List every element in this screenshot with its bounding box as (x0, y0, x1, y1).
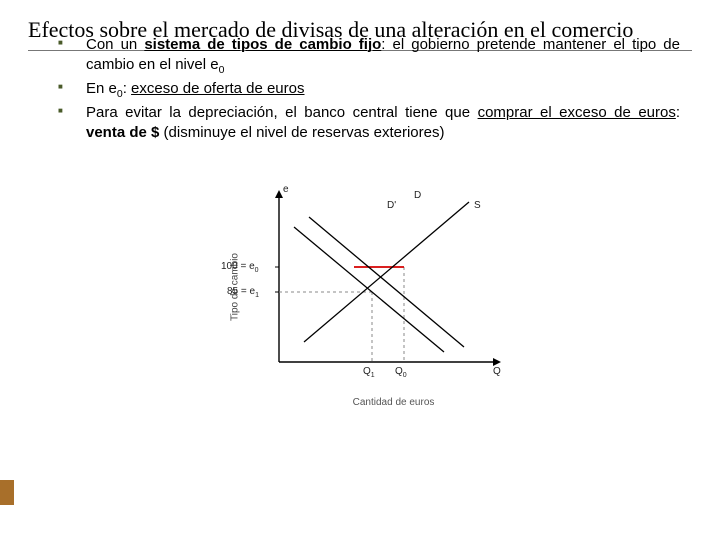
x-tick-label: Q1 (363, 366, 375, 379)
list-item: En e0: exceso de oferta de euros (58, 79, 680, 101)
text: (disminuye el nivel de reservas exterior… (159, 124, 444, 141)
text: : (123, 80, 131, 97)
bullet-list: Con un sistema de tipos de cambio fijo: … (58, 35, 680, 144)
accent-bar (0, 480, 14, 505)
text: : (676, 104, 680, 121)
text: Para evitar la depreciación, el banco ce… (86, 104, 478, 121)
x-end-label: Q (493, 366, 501, 377)
curve-label-d-prime: D' (387, 200, 396, 211)
y-tick-label: 100 = e0 (221, 261, 259, 274)
x-axis-label: Cantidad de euros (353, 397, 435, 408)
underlined-text: sistema de tipos de cambio fijo (144, 36, 381, 53)
subscript: 0 (219, 64, 225, 76)
underlined-text: exceso de oferta de euros (131, 80, 304, 97)
curve-label-s: S (474, 200, 481, 211)
y-tick-label: 85 = e1 (227, 286, 259, 299)
supply-demand-chart: Tipo de cambio Cantidad de euros e 100 =… (209, 172, 529, 402)
x-tick-label: Q0 (395, 366, 407, 379)
e-label: e (283, 184, 289, 195)
curve-label-d: D (414, 190, 421, 201)
bold-text: venta de $ (86, 124, 159, 141)
list-item: Con un sistema de tipos de cambio fijo: … (58, 35, 680, 77)
list-item: Para evitar la depreciación, el banco ce… (58, 103, 680, 144)
content: Con un sistema de tipos de cambio fijo: … (0, 35, 720, 402)
text: En e (86, 80, 117, 97)
underlined-text: comprar el exceso de euros (478, 104, 676, 121)
chart-container: Tipo de cambio Cantidad de euros e 100 =… (58, 172, 680, 402)
text: Con un (86, 36, 144, 53)
